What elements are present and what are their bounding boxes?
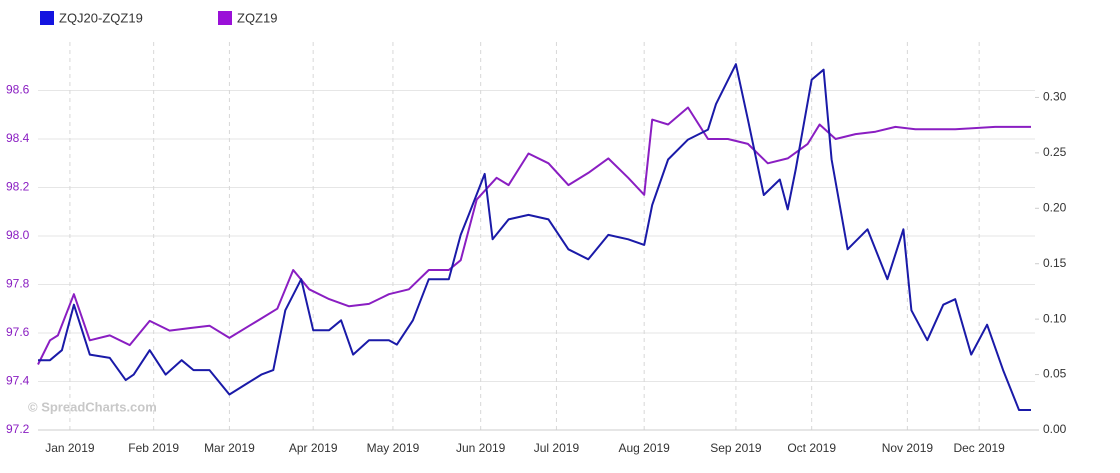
x-tick-label: Feb 2019 [128, 441, 179, 455]
x-tick-label: Jun 2019 [456, 441, 506, 455]
legend-swatch [40, 11, 54, 25]
x-tick-label: Mar 2019 [204, 441, 255, 455]
y2-tick-label: 0.30 [1043, 90, 1067, 104]
legend-swatch [218, 11, 232, 25]
y2-tick-label: 0.10 [1043, 311, 1067, 325]
y2-tick-label: 0.05 [1043, 367, 1067, 381]
y-tick-label: 98.4 [6, 131, 30, 145]
x-tick-label: Nov 2019 [882, 441, 934, 455]
series-line [37, 106, 1031, 365]
x-tick-label: Jul 2019 [534, 441, 580, 455]
x-tick-label: Apr 2019 [289, 441, 338, 455]
y-tick-label: 98.6 [6, 83, 30, 97]
y-tick-label: 97.6 [6, 325, 30, 339]
x-tick-label: Sep 2019 [710, 441, 762, 455]
y-tick-label: 97.8 [6, 277, 30, 291]
legend-label: ZQJ20-ZQZ19 [59, 10, 143, 25]
y-tick-label: 98.0 [6, 228, 30, 242]
watermark: © SpreadCharts.com [28, 399, 157, 414]
x-tick-label: May 2019 [367, 441, 420, 455]
y-tick-label: 97.2 [6, 422, 30, 436]
x-tick-label: Aug 2019 [618, 441, 670, 455]
x-tick-label: Dec 2019 [953, 441, 1005, 455]
x-tick-label: Jan 2019 [45, 441, 95, 455]
y2-tick-label: 0.20 [1043, 200, 1067, 214]
y-tick-label: 98.2 [6, 180, 30, 194]
series-line [38, 63, 1031, 411]
y2-tick-label: 0.25 [1043, 145, 1067, 159]
y2-tick-label: 0.00 [1043, 422, 1067, 436]
x-tick-label: Oct 2019 [787, 441, 836, 455]
y2-tick-label: 0.15 [1043, 256, 1067, 270]
legend-label: ZQZ19 [237, 10, 277, 25]
y-tick-label: 97.4 [6, 374, 30, 388]
